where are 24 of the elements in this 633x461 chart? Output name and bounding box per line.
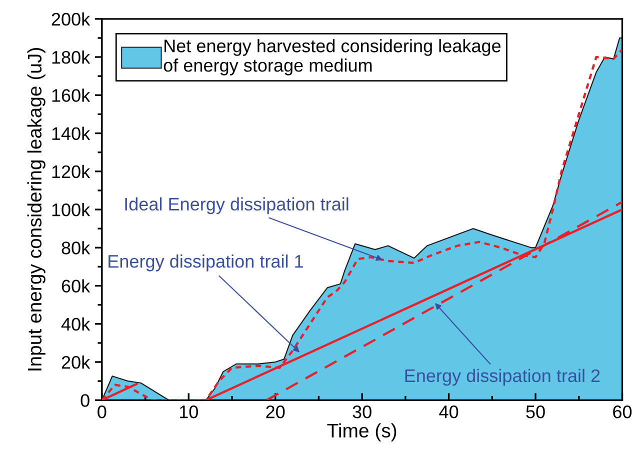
x-tick-label: 50	[526, 405, 545, 418]
x-tick-label: 40	[439, 405, 458, 418]
y-tick-label: 200k	[52, 12, 90, 26]
y-tick-label: 180k	[52, 50, 90, 64]
y-tick-label: 160k	[52, 88, 90, 102]
x-tick-label: 60	[613, 405, 632, 418]
x-tick-label: 20	[266, 405, 285, 418]
legend-label: Net energy harvested considering leakage of energy storage medium	[164, 39, 501, 76]
y-tick-label: 80k	[62, 241, 90, 254]
x-axis-title: Time (s)	[327, 423, 396, 442]
x-tick-label: 10	[180, 405, 198, 418]
x-tick-label: 0	[98, 405, 106, 418]
x-tick-label: 30	[352, 405, 372, 418]
annotation: Energy dissipation trail 2	[405, 368, 600, 386]
y-tick-label: 40k	[61, 317, 90, 331]
y-tick-label: 20k	[62, 355, 90, 369]
y-axis-title: Input energy considering leakage (uJ)	[27, 48, 46, 370]
annotation: Energy dissipation trail 1	[108, 254, 303, 272]
y-tick-label: 100k	[52, 202, 90, 216]
y-tick-label: 60k	[62, 279, 90, 292]
y-tick-label: 140k	[52, 126, 90, 140]
annotation: Ideal Energy dissipation trail	[125, 197, 348, 214]
y-tick-label: 120k	[52, 164, 90, 178]
y-tick-label: 0	[80, 394, 90, 407]
